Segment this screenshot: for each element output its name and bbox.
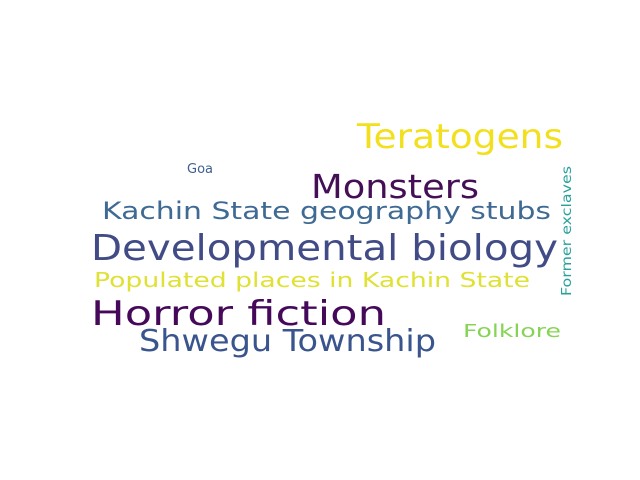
word-goa: Goa <box>187 162 213 177</box>
word-shwegu-township: Shwegu Township <box>139 324 436 359</box>
word-folklore: Folklore <box>463 321 561 342</box>
word-former-exclaves: Former exclaves <box>560 166 575 296</box>
word-kachin-state-geography-stubs: Kachin State geography stubs <box>102 197 551 225</box>
word-monsters: Monsters <box>311 167 479 206</box>
word-developmental-biology: Developmental biology <box>91 228 558 269</box>
word-populated-places-in-kachin-state: Populated places in Kachin State <box>94 268 530 292</box>
word-horror-fiction: Horror fiction <box>91 294 386 334</box>
word-teratogens: Teratogens <box>356 117 563 157</box>
